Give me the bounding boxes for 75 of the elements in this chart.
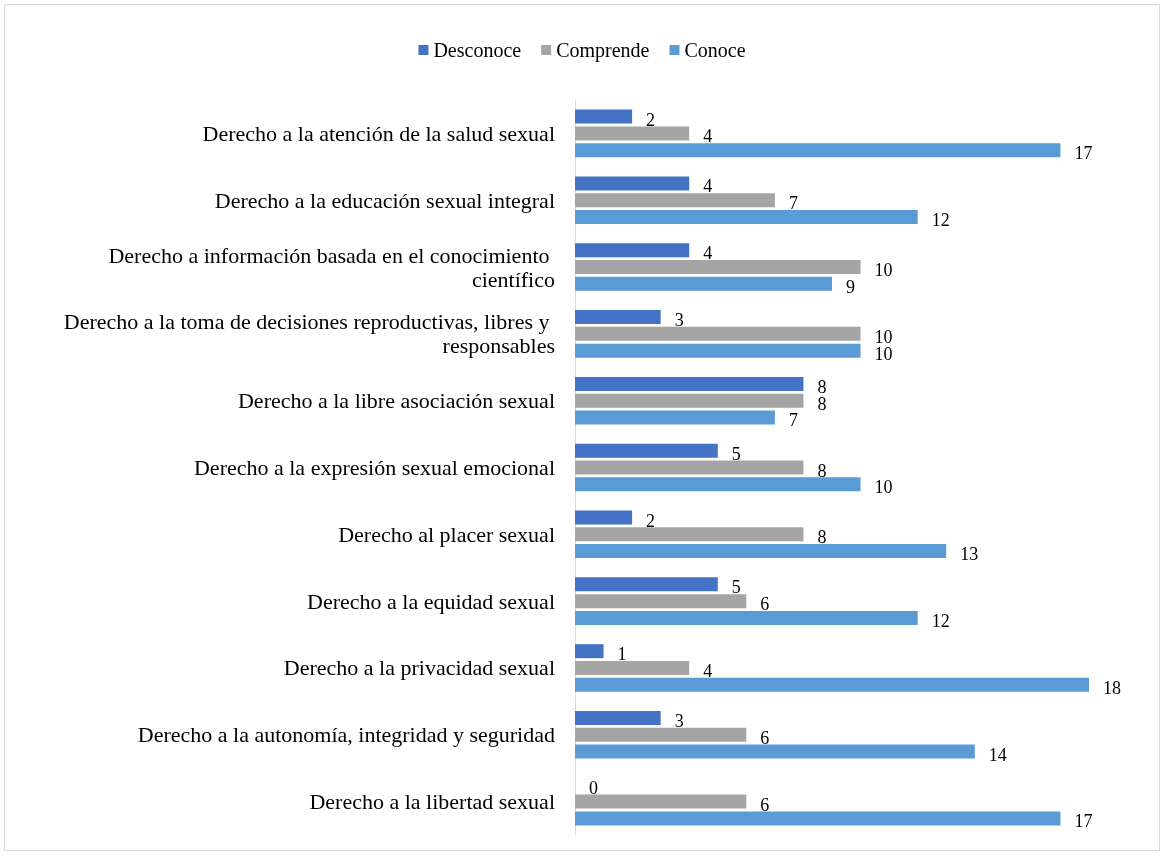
legend-label: Conoce: [684, 39, 746, 61]
bar: [575, 176, 690, 191]
data-label: 2: [646, 510, 656, 531]
bar: [575, 210, 918, 225]
data-label: 7: [788, 410, 798, 431]
bar: [575, 610, 918, 625]
bar: [575, 477, 861, 492]
data-label: 13: [960, 544, 979, 565]
data-label: 10: [874, 260, 893, 281]
bar: [575, 677, 1089, 692]
data-label: 18: [1103, 677, 1121, 698]
bar: [575, 143, 1061, 158]
data-label: 12: [931, 210, 950, 231]
y-tick-label: Derecho a la libre asociación sexual: [237, 388, 555, 414]
bar: [575, 126, 690, 141]
bar: [575, 727, 747, 742]
y-tick-label: Derecho a la privacidad sexual: [283, 655, 555, 681]
data-label: 17: [1074, 143, 1093, 164]
bar: [575, 260, 861, 275]
data-label: 3: [674, 310, 684, 331]
bar: [575, 744, 975, 759]
legend-label: Desconoce: [433, 39, 522, 61]
bar: [575, 644, 604, 659]
bar: [575, 343, 861, 358]
data-label: 10: [874, 477, 893, 498]
data-label: 3: [674, 710, 684, 731]
bar: [575, 510, 633, 525]
bar: [575, 376, 804, 391]
bar: [575, 660, 690, 675]
data-label: 5: [731, 443, 741, 464]
y-tick-label: Derecho a la libertad sexual: [309, 789, 555, 815]
bar: [575, 544, 947, 559]
y-tick-label: Derecho a la expresión sexual emocional: [193, 455, 555, 480]
y-tick-label: Derecho al placer sexual: [338, 521, 555, 547]
legend-label: Comprende: [556, 39, 650, 62]
bar: [575, 710, 661, 725]
data-label: 8: [817, 460, 827, 481]
y-tick-label: Derecho a la equidad sexual: [307, 588, 555, 614]
y-tick-label: Derecho a la educación sexual integral: [214, 187, 555, 213]
bar: [575, 460, 804, 475]
data-label: 1: [617, 644, 627, 665]
y-tick-label: Derecho a la autonomía, integridad y seguridad: [137, 722, 555, 748]
bar: [575, 594, 747, 609]
bar: [575, 794, 747, 809]
y-tick-label: Derecho a la atención de la salud sexual: [202, 120, 555, 146]
data-label: 9: [846, 276, 855, 297]
data-label: 4: [703, 243, 713, 264]
data-label: 5: [731, 577, 741, 598]
y-tick-label: Derecho a la toma de decisiones reproductivas, libres y responsables: [63, 309, 555, 359]
data-label: 4: [703, 126, 713, 147]
data-label: 7: [788, 193, 798, 214]
bar: [575, 393, 804, 408]
y-tick-label: Derecho a información basada en el conocimiento científico: [108, 242, 555, 292]
data-label: 4: [703, 176, 713, 197]
bar: [575, 577, 718, 592]
bar: [575, 410, 775, 425]
data-label: 0: [589, 777, 598, 798]
bar: [575, 527, 804, 542]
bar: [575, 326, 861, 341]
data-label: 6: [760, 727, 770, 748]
data-label: 6: [760, 794, 770, 815]
bar: [575, 811, 1061, 826]
data-label: 17: [1074, 811, 1093, 832]
bar: [575, 193, 775, 208]
data-label: 8: [817, 527, 827, 548]
bar: [575, 109, 633, 124]
data-label: 12: [931, 610, 950, 631]
bar: [575, 276, 832, 291]
data-label: 4: [703, 660, 713, 681]
bar: [575, 243, 690, 258]
data-label: 14: [988, 744, 1007, 765]
bar: [575, 310, 661, 325]
data-label: 2: [646, 109, 656, 130]
bar: [575, 443, 718, 458]
data-label: 6: [760, 594, 770, 615]
